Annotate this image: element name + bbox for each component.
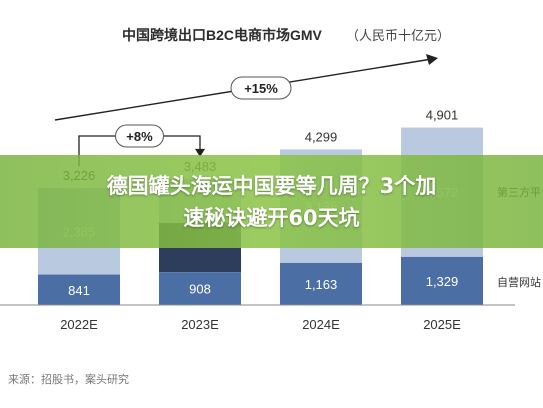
legend-label-bottom-series: 自营网站 — [497, 275, 541, 289]
growth-annotations: +8% +15% — [54, 54, 438, 167]
bar-value-bottom-2025E: 1,329 — [426, 274, 459, 289]
chart-unit: （人民币十亿元） — [346, 28, 450, 43]
bar-segment-bottom-2024E — [280, 262, 362, 305]
growth-bracket-arrowhead — [195, 148, 205, 157]
bar-segment-bottom-2022E — [38, 274, 120, 305]
x-axis-labels: 2022E 2023E 2024E 2025E — [60, 317, 461, 332]
banner-line-2: 速秘诀避开60天坑 — [183, 205, 360, 230]
growth-badge-2 — [230, 76, 292, 100]
growth-badge-1 — [115, 124, 164, 148]
x-tick-2023E: 2023E — [181, 317, 219, 332]
x-tick-2025E: 2025E — [423, 317, 461, 332]
bar-segment-bottom-2025E — [401, 256, 483, 305]
x-tick-2022E: 2022E — [60, 317, 98, 332]
x-tick-2024E: 2024E — [302, 317, 340, 332]
headline-banner: 德国罐头海运中国要等几周？3个加 速秘诀避开60天坑 — [0, 155, 543, 248]
bar-value-bottom-2022E: 841 — [68, 283, 90, 298]
source-note: 来源：招股书，案头研究 — [8, 372, 129, 386]
growth-label-1: +8% — [126, 129, 153, 144]
bar-value-bottom-2023E: 908 — [189, 282, 211, 297]
bar-segment-bottom-2023E — [159, 272, 241, 305]
banner-line-1: 德国罐头海运中国要等几周？3个加 — [106, 173, 437, 198]
bar-value-bottom-2024E: 1,163 — [305, 277, 338, 292]
growth-trend-arrowhead — [426, 54, 438, 65]
chart-title: 中国跨境出口B2C电商市场GMV — [122, 27, 323, 43]
growth-label-2: +15% — [244, 81, 278, 96]
bar-total-2025E: 4,901 — [426, 108, 459, 123]
bar-total-2024E: 4,299 — [305, 129, 338, 144]
